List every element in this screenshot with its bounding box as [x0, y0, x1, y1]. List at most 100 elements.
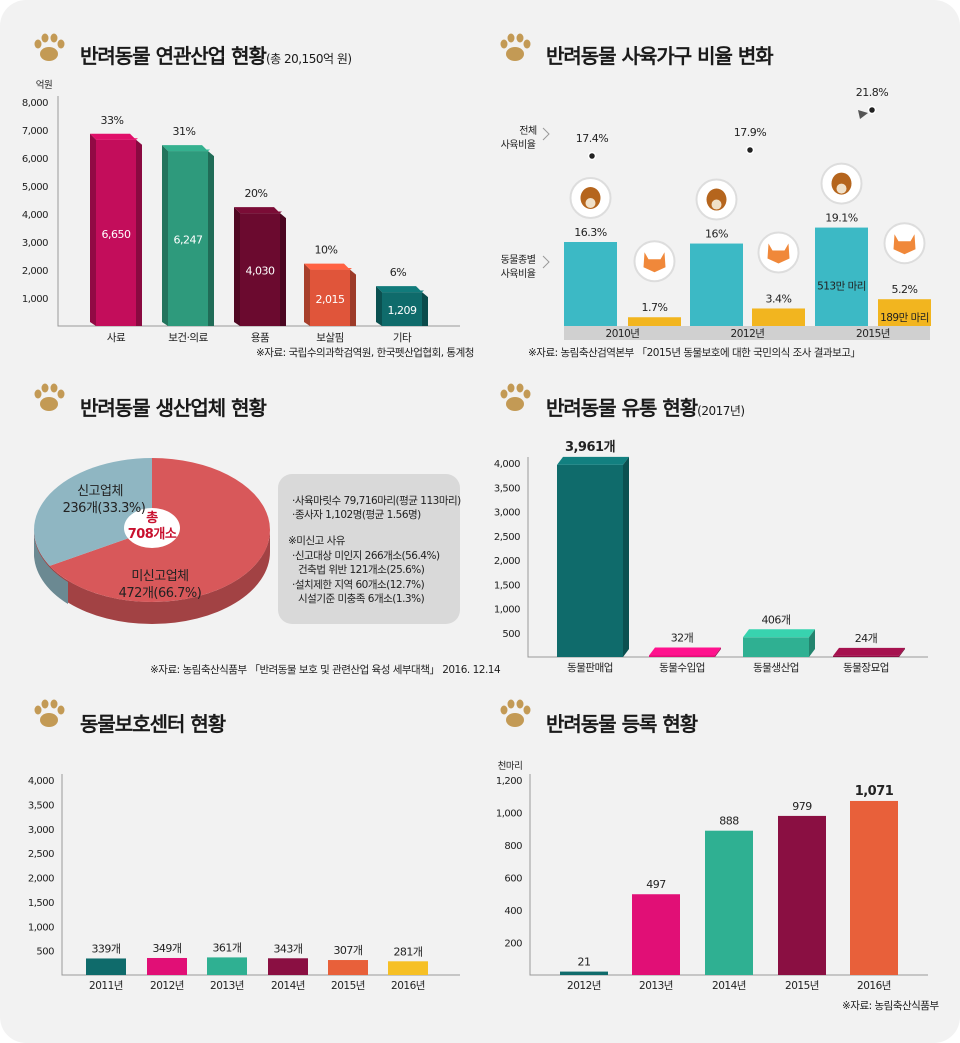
bar — [743, 637, 809, 657]
panel3-source: ※자료: 농림축산식품부 「반려동물 보호 및 관련산업 육성 세부대책」 20… — [150, 664, 501, 676]
pie-side-blue — [33, 530, 68, 604]
bar — [86, 958, 126, 975]
slice-b-value: 472개(66.7%) — [119, 586, 202, 601]
bar — [705, 830, 753, 975]
value-label: 3,961개 — [565, 440, 615, 455]
paw-pad — [506, 47, 524, 61]
panel2-source: ※자료: 농림축산검역본부 「2015년 동물보호에 대한 국민의식 조사 결과… — [528, 347, 861, 359]
total-point — [867, 105, 877, 115]
dog-percent: 16% — [705, 228, 728, 241]
paw-toe — [41, 383, 49, 393]
panel1-ytick: 3,000 — [22, 238, 48, 249]
pie-center — [124, 508, 180, 548]
pie-total-value: 708개소 — [128, 527, 177, 542]
panel6-ytick: 400 — [504, 906, 522, 917]
year-label: 2015년 — [856, 328, 890, 340]
panel1-unit: 억원 — [36, 79, 52, 91]
bar-left — [90, 133, 96, 326]
paw-pad — [40, 713, 58, 727]
panel6-ytick: 1,200 — [496, 776, 522, 787]
info-line: ·설치제한 지역 60개소(12.7%) — [292, 579, 425, 591]
bracket — [542, 255, 550, 269]
panel5-ytick: 1,500 — [28, 898, 54, 909]
total-point — [745, 145, 755, 155]
paw-pad — [506, 397, 524, 411]
bar — [632, 894, 680, 975]
paw-toe — [523, 389, 531, 399]
panel5-ytick: 2,000 — [28, 874, 54, 885]
value-label: 339개 — [91, 942, 120, 955]
panel4-ytick: 2,000 — [494, 556, 520, 567]
paw-toe — [507, 383, 515, 393]
bar-side — [715, 647, 721, 657]
bar — [388, 961, 428, 975]
pie-total-label: 총 — [146, 510, 158, 526]
paw-toe — [500, 39, 508, 49]
dog-muzzle — [836, 183, 847, 194]
panel4-ytick: 3,000 — [494, 508, 520, 519]
value-label: 32개 — [671, 631, 694, 644]
paw-toe — [50, 33, 58, 43]
category-label: 용품 — [251, 332, 270, 344]
percent-label: 10% — [315, 244, 338, 257]
bar — [147, 957, 187, 975]
paw-toe — [523, 705, 531, 715]
bar-side — [899, 647, 905, 657]
bar — [382, 292, 422, 326]
category-label: 동물수입업 — [659, 661, 705, 674]
panel3-title: 반려동물 생산업체 현황 — [80, 396, 267, 420]
bar — [649, 655, 715, 657]
bar — [207, 957, 247, 975]
category-label: 2014년 — [271, 980, 305, 992]
panel4-ytick: 1,000 — [494, 605, 520, 616]
panel1-ytick: 7,000 — [22, 126, 48, 137]
bar-top-face — [90, 133, 136, 140]
category-label: 동물장묘업 — [843, 661, 889, 674]
panel6-ytick: 200 — [504, 939, 522, 950]
panel4-ytick: 3,500 — [494, 483, 520, 494]
bar-left — [376, 286, 382, 326]
dog-muzzle — [711, 199, 722, 210]
panel1-ytick: 5,000 — [22, 182, 48, 193]
paw-toe — [34, 39, 42, 49]
bar-side — [350, 269, 356, 326]
panel1-source: ※자료: 국립수의과학검역원, 한국펫산업협회, 통계청 — [256, 347, 474, 359]
panel5-axis — [61, 774, 460, 976]
category-label: 2012년 — [567, 980, 601, 992]
cat-percent: 5.2% — [892, 283, 918, 296]
category-label: 2015년 — [331, 980, 365, 992]
producer-info-box: ·사육마릿수 79,716마리(평균 113마리) ·종사자 1,102명(평균… — [278, 474, 461, 624]
value-label: 1,209 — [388, 304, 417, 317]
value-label: 6,247 — [174, 234, 203, 247]
dog-percent: 16.3% — [574, 226, 606, 239]
paw-toe — [507, 33, 515, 43]
value-label: 281개 — [393, 945, 422, 958]
panel5-ytick: 3,000 — [28, 825, 54, 836]
dog-percent: 19.1% — [825, 212, 857, 225]
info-line: ※미신고 사유 — [288, 535, 345, 547]
paw-toe — [50, 699, 58, 709]
category-label: 사료 — [107, 332, 126, 344]
category-label: 2016년 — [391, 980, 425, 992]
dog-bar — [690, 243, 743, 326]
bar-left — [304, 263, 310, 326]
panel4-ytick: 2,500 — [494, 532, 520, 543]
percent-label: 6% — [390, 266, 406, 279]
cat-face — [643, 252, 666, 273]
cat-face — [767, 243, 790, 264]
panel6-ytick: 800 — [504, 841, 522, 852]
category-label: 보건·의료 — [168, 332, 208, 344]
panel1-ytick: 1,000 — [22, 294, 48, 305]
bar-top — [743, 629, 815, 638]
paw-toe — [57, 389, 65, 399]
panel2-title: 반려동물 사육가구 비율 변화 — [546, 44, 774, 68]
panel5-title: 동물보호센터 현황 — [80, 712, 226, 736]
paw-toe — [516, 33, 524, 43]
value-label: 343개 — [273, 942, 302, 955]
paw-pad — [40, 47, 58, 61]
slice-b-name: 미신고업체 — [131, 569, 188, 584]
category-label: 2014년 — [712, 980, 746, 992]
category-label: 2013년 — [210, 980, 244, 992]
bar — [310, 269, 350, 326]
value-label: 406개 — [761, 613, 790, 626]
